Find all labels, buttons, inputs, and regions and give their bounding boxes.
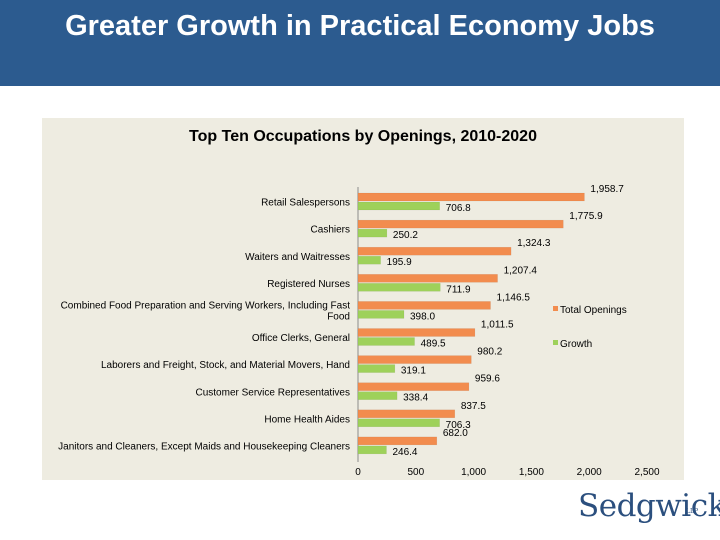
category-label: Waiters and Waitresses <box>245 252 350 263</box>
x-tick-label: 1,500 <box>519 467 544 478</box>
bar-total-openings <box>357 192 585 202</box>
data-label: 959.6 <box>475 374 500 385</box>
bar-growth <box>357 445 387 455</box>
bar-total-openings <box>357 274 498 283</box>
data-label: 250.2 <box>393 230 418 241</box>
data-label: 837.5 <box>461 401 486 412</box>
category-label: Combined Food Preparation and Serving Wo… <box>61 300 351 322</box>
category-label: Office Clerks, General <box>252 333 350 344</box>
x-tick-label: 500 <box>407 467 424 478</box>
bar-total-openings <box>357 436 438 446</box>
x-tick-label: 0 <box>355 467 361 478</box>
bar-total-openings <box>357 382 470 391</box>
data-label: 1,775.9 <box>569 211 603 222</box>
data-label: 711.9 <box>446 284 471 295</box>
data-label: 246.4 <box>392 447 417 458</box>
bar-growth <box>357 364 396 373</box>
data-label: 398.0 <box>410 311 435 322</box>
legend-label: Total Openings <box>560 305 627 316</box>
bar-total-openings <box>357 301 491 310</box>
bar-growth <box>357 201 440 211</box>
bar-growth <box>357 310 405 319</box>
legend-label: Growth <box>560 339 592 350</box>
title-banner: Greater Growth in Practical Economy Jobs <box>0 0 720 86</box>
x-tick-label: 1,000 <box>461 467 486 478</box>
category-label: Registered Nurses <box>267 279 350 290</box>
category-label: Retail Salespersons <box>261 198 350 209</box>
data-label: 682.0 <box>443 428 468 439</box>
bar-growth <box>357 391 398 400</box>
legend-swatch-growth <box>553 340 558 345</box>
data-label: 1,958.7 <box>590 184 624 195</box>
category-label: Janitors and Cleaners, Except Maids and … <box>58 441 350 452</box>
bar-total-openings <box>357 409 456 419</box>
bar-growth <box>357 255 381 265</box>
x-tick-label: 2,000 <box>577 467 602 478</box>
bar-growth <box>357 418 440 428</box>
data-label: 489.5 <box>421 339 446 350</box>
data-label: 195.9 <box>387 257 412 268</box>
data-label: 706.8 <box>446 203 471 214</box>
data-label: 1,146.5 <box>497 292 531 303</box>
slide-title: Greater Growth in Practical Economy Jobs <box>65 10 655 42</box>
category-label: Laborers and Freight, Stock, and Materia… <box>101 360 350 371</box>
bar-growth <box>357 283 441 292</box>
category-label: Customer Service Representatives <box>195 387 350 398</box>
category-label: Home Health Aides <box>264 414 350 425</box>
bar-total-openings <box>357 355 472 364</box>
data-label: 1,207.4 <box>504 265 538 276</box>
bar-growth <box>357 228 388 238</box>
bar-growth <box>357 337 415 346</box>
data-label: 319.1 <box>401 366 426 377</box>
x-tick-label: 2,500 <box>634 467 659 478</box>
logo-suffix: LLP <box>686 508 699 515</box>
data-label: 980.2 <box>477 347 502 358</box>
sedgwick-logo: Sedgwick LLP <box>578 488 720 528</box>
legend-swatch-total-openings <box>553 306 558 311</box>
logo-wordmark: Sedgwick <box>578 488 720 524</box>
data-label: 1,324.3 <box>517 238 551 249</box>
category-label: Cashiers <box>311 225 350 236</box>
bar-total-openings <box>357 328 476 337</box>
chart-title: Top Ten Occupations by Openings, 2010-20… <box>189 128 537 145</box>
data-label: 338.4 <box>403 393 428 404</box>
bar-total-openings <box>357 246 512 256</box>
data-label: 706.3 <box>446 420 471 431</box>
bar-total-openings <box>357 219 564 229</box>
data-label: 1,011.5 <box>481 320 514 331</box>
